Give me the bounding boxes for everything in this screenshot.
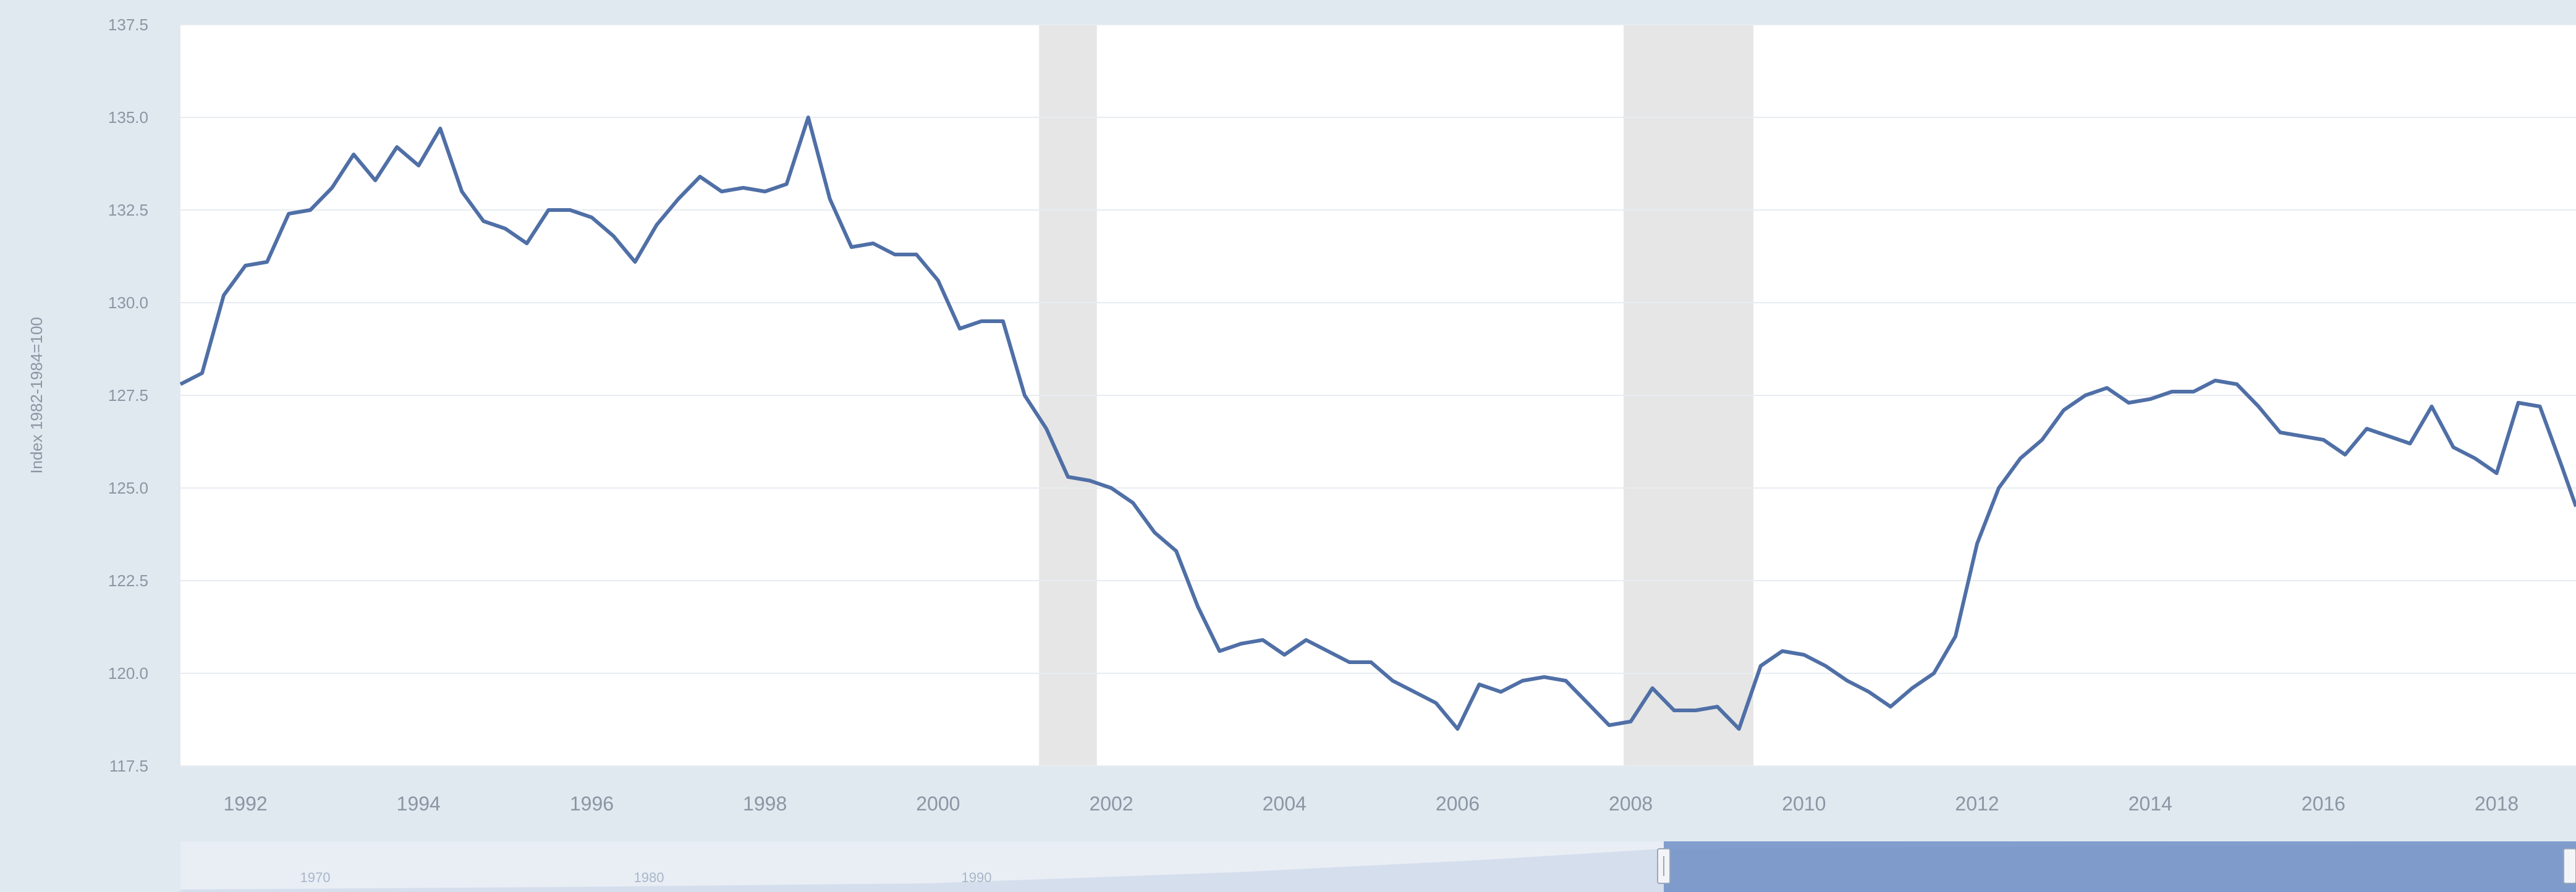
x-axis-ticks: 1992 1994 1996 1998 2000 2002 2004 2006 2008 2010… — [223, 793, 2519, 815]
x-tick-label: 2018 — [2475, 793, 2519, 815]
y-tick-label: 125.0 — [108, 479, 148, 497]
x-tick-label: 2016 — [2302, 793, 2345, 815]
navigator-tick-label: 1970 — [300, 870, 331, 885]
x-tick-label: 1996 — [570, 793, 614, 815]
x-tick-label: 2008 — [1609, 793, 1653, 815]
x-tick-label: 2004 — [1263, 793, 1307, 815]
y-tick-label: 135.0 — [108, 108, 148, 127]
y-axis-label: Index 1982-1984=100 — [27, 317, 46, 474]
x-tick-label: 2006 — [1436, 793, 1480, 815]
x-tick-label: 2012 — [1955, 793, 1999, 815]
x-tick-label: 2000 — [916, 793, 960, 815]
y-tick-label: 130.0 — [108, 293, 148, 312]
gridlines — [180, 24, 2576, 767]
navigator-selected-range[interactable] — [1664, 841, 2576, 892]
x-tick-label: 2002 — [1089, 793, 1133, 815]
y-tick-label: 127.5 — [108, 386, 148, 405]
x-tick-label: 1994 — [397, 793, 441, 815]
y-tick-label: 132.5 — [108, 201, 148, 219]
y-tick-label: 120.0 — [108, 664, 148, 683]
y-axis-ticks: 117.5 120.0 122.5 125.0 127.5 130.0 132.5 135.0… — [108, 15, 148, 775]
range-navigator[interactable]: 1970 1980 1990 — [180, 841, 2576, 892]
x-tick-label: 1998 — [743, 793, 787, 815]
x-tick-label: 1992 — [223, 793, 267, 815]
navigator-tick-label: 1980 — [634, 870, 664, 885]
navigator-ticks: 1970 1980 1990 — [300, 870, 992, 885]
x-tick-label: 2010 — [1782, 793, 1826, 815]
y-tick-label: 137.5 — [108, 15, 148, 34]
x-tick-label: 2014 — [2129, 793, 2172, 815]
navigator-right-handle[interactable] — [2563, 848, 2576, 884]
y-tick-label: 122.5 — [108, 571, 148, 590]
series-line — [179, 116, 2576, 731]
navigator-tick-label: 1990 — [962, 870, 992, 885]
y-tick-label: 117.5 — [109, 757, 148, 775]
